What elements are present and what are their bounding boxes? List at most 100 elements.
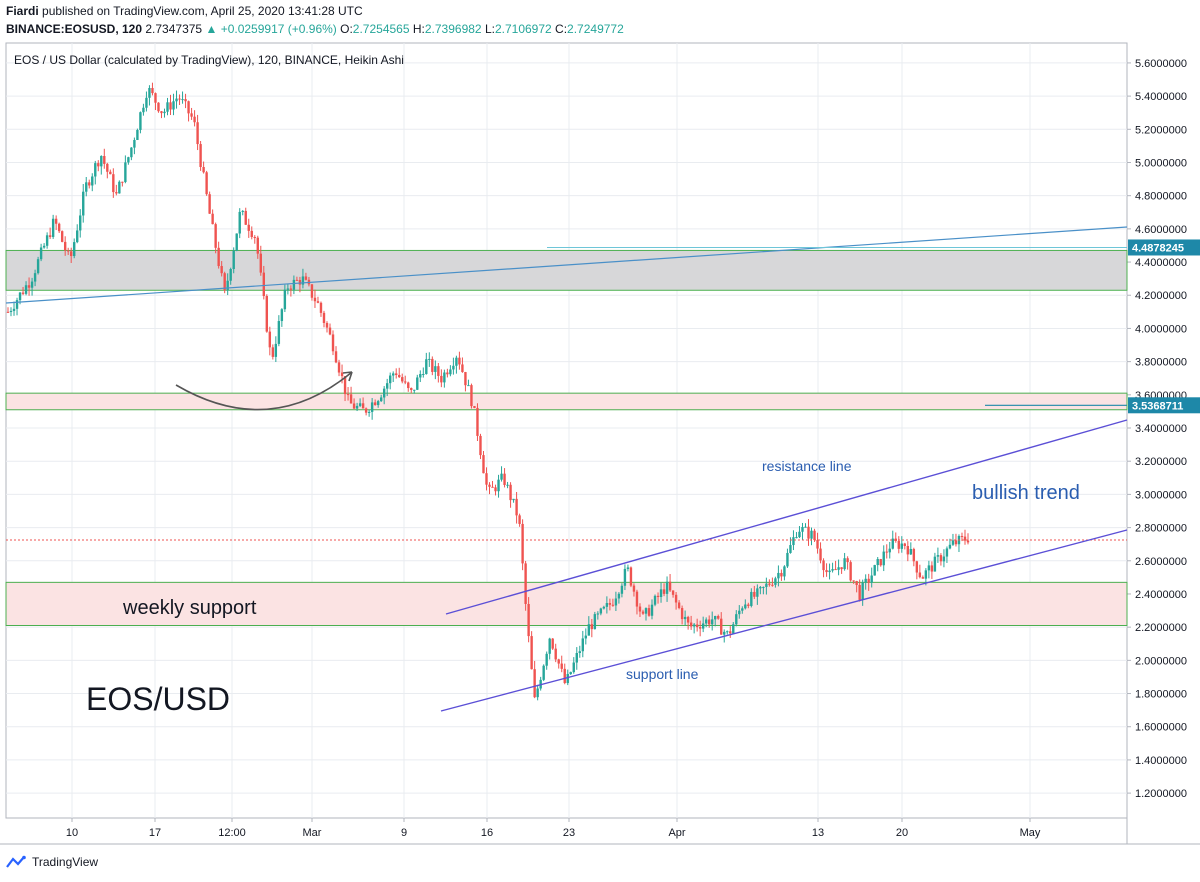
candle-body (286, 288, 290, 290)
candle-body (707, 619, 711, 625)
candle-body (388, 375, 392, 384)
candle-body (780, 572, 783, 577)
candle-body (373, 402, 377, 406)
candle-body (533, 669, 536, 698)
candle-body (581, 638, 584, 652)
candle-body (515, 498, 518, 516)
candle-body (768, 583, 771, 585)
candle-body (711, 619, 714, 625)
candle-body (494, 487, 497, 492)
candle-body (807, 526, 810, 539)
candle-body (885, 551, 888, 553)
candle-body (704, 619, 708, 624)
candle-body (404, 381, 407, 383)
candle-body (440, 375, 443, 383)
candle-body (888, 548, 891, 553)
candle-body (924, 570, 928, 579)
candle-body (181, 99, 184, 101)
candle-body (223, 273, 226, 291)
chart-header: Fiardi published on TradingView.com, Apr… (0, 0, 1200, 42)
candle-body (653, 595, 657, 605)
y-tick-label: 1.4000000 (1135, 755, 1187, 767)
candle-body (196, 122, 199, 145)
candle-body (735, 614, 738, 625)
candle-body (124, 162, 127, 183)
candle-body (103, 156, 106, 164)
candle-body (91, 176, 94, 186)
candle-body (169, 102, 172, 110)
candle-body (623, 568, 627, 586)
candle-body (422, 373, 425, 375)
candle-body (452, 365, 455, 370)
candle-body (566, 673, 569, 684)
y-tick-label: 4.8000000 (1135, 191, 1187, 203)
candle-body (602, 606, 606, 609)
candle-body (346, 394, 350, 396)
candle-body (530, 636, 533, 670)
author-name[interactable]: Fiardi (6, 4, 39, 18)
candle-body (825, 570, 828, 573)
candle-body (897, 540, 900, 549)
candle-body (867, 578, 870, 583)
candle-body (187, 101, 190, 114)
candle-body (891, 538, 894, 549)
candle-body (325, 322, 329, 328)
candle-body (801, 527, 804, 532)
candle-body (66, 250, 70, 252)
candle-body (476, 407, 479, 436)
candle-body (382, 388, 386, 398)
candle-body (596, 613, 600, 615)
candle-body (786, 552, 789, 567)
candle-body (545, 653, 548, 666)
candle-body (79, 215, 82, 231)
candle-body (659, 589, 663, 598)
up-triangle-icon: ▲ (205, 22, 218, 36)
candle-body (145, 97, 148, 108)
candle-body (744, 604, 747, 609)
y-tick-label: 3.2000000 (1135, 456, 1187, 468)
candle-body (804, 526, 807, 528)
candle-body (569, 672, 572, 674)
candle-body (190, 113, 193, 117)
x-tick-label: Apr (668, 827, 685, 839)
candle-body (632, 585, 636, 592)
close-value: 2.7249772 (567, 22, 624, 36)
weekly-support-label: weekly support (122, 597, 257, 619)
candle-body (695, 624, 699, 628)
candle-body (503, 473, 506, 485)
candle-body (352, 403, 356, 409)
candle-body (783, 566, 786, 577)
candle-body (121, 181, 124, 183)
candle-body (638, 606, 642, 612)
candle-body (133, 140, 136, 148)
candle-body (942, 556, 946, 562)
bullish-trend-label: bullish trend (972, 482, 1080, 504)
candle-body (310, 284, 314, 298)
candle-body (945, 548, 949, 557)
candle-body (100, 156, 103, 167)
candle-body (765, 583, 768, 587)
candle-body (250, 230, 253, 238)
candle-body (283, 289, 287, 310)
candle-body (455, 357, 458, 366)
candle-body (677, 602, 681, 609)
candle-body (443, 372, 446, 383)
candle-body (226, 280, 229, 291)
tradingview-brand[interactable]: TradingView (32, 855, 99, 869)
x-tick-label: Mar (303, 827, 322, 839)
candle-body (828, 570, 831, 573)
candle-body (948, 544, 952, 549)
candle-body (434, 366, 437, 372)
candle-body (819, 548, 822, 561)
candle-body (560, 663, 563, 669)
candle-body (63, 241, 67, 251)
candle-body (51, 218, 55, 237)
candle-body (864, 578, 867, 583)
candle-body (882, 551, 885, 566)
candle-body (337, 362, 341, 373)
x-tick-label: 9 (401, 827, 407, 839)
candle-body (229, 269, 232, 281)
candle-body (674, 594, 678, 603)
symbol-watermark: EOS/USD (86, 681, 230, 717)
